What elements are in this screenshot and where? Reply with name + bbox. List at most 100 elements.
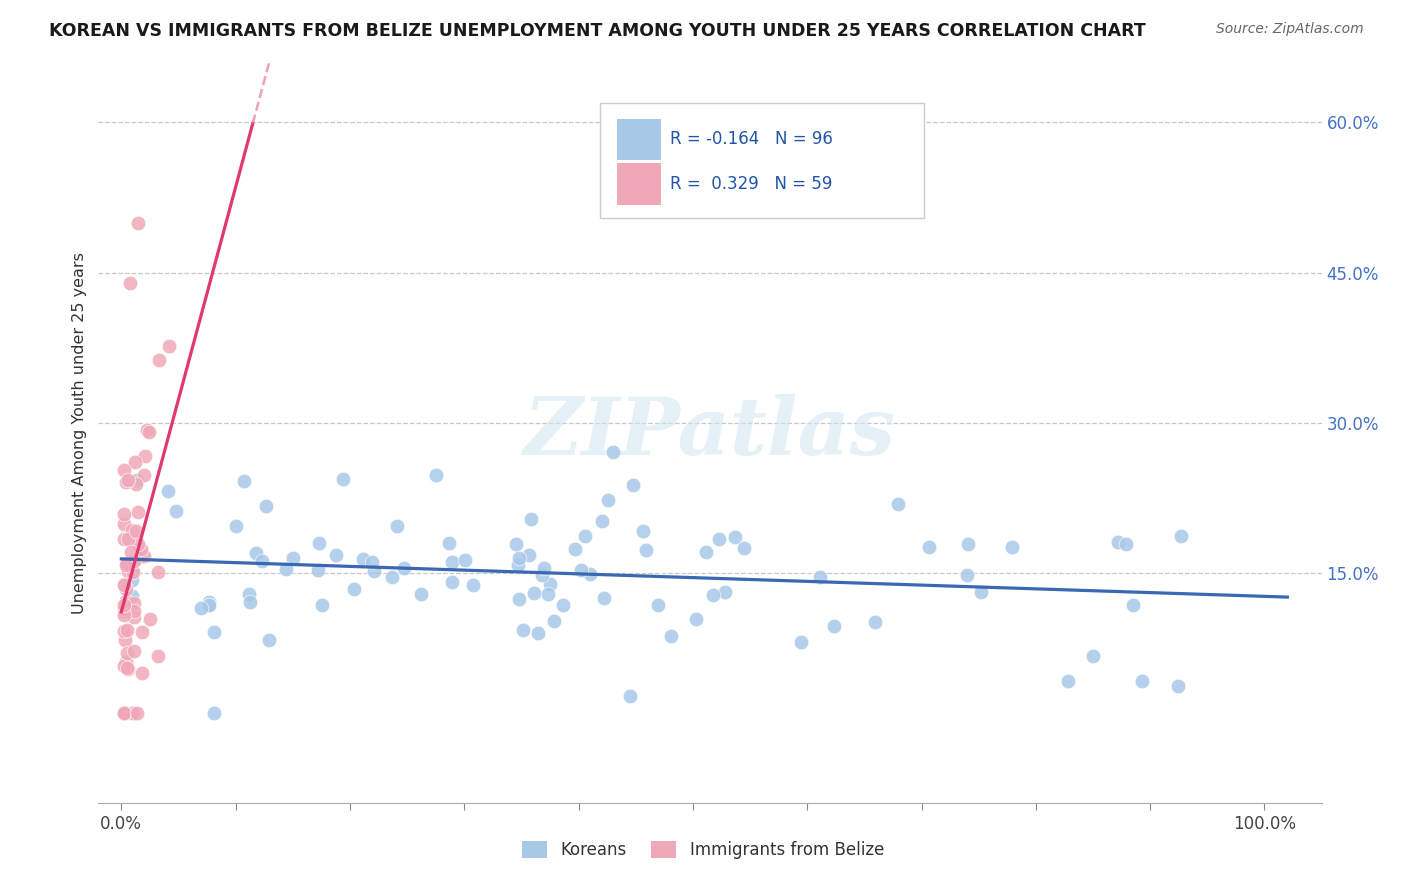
Point — [125, 524, 148, 538]
Point — [198, 599, 221, 613]
Point — [117, 473, 139, 487]
Point — [190, 600, 212, 615]
Point — [332, 472, 354, 486]
Point — [117, 564, 139, 578]
Point — [121, 523, 143, 537]
Point — [956, 568, 979, 582]
Point — [1081, 648, 1104, 663]
Point — [112, 706, 135, 720]
Point — [124, 610, 146, 624]
Point — [1056, 673, 1078, 688]
Point — [115, 594, 138, 608]
Point — [441, 575, 464, 590]
Point — [117, 556, 139, 570]
Point — [360, 555, 382, 569]
Point — [713, 584, 735, 599]
Point — [702, 588, 724, 602]
Point — [685, 612, 707, 626]
Point — [1167, 679, 1189, 693]
Point — [343, 582, 366, 596]
Point — [134, 549, 156, 563]
Point — [506, 558, 529, 573]
Point — [517, 548, 540, 562]
Point — [352, 552, 374, 566]
Point — [1115, 537, 1137, 551]
Point — [636, 542, 658, 557]
Point — [127, 706, 149, 720]
Point — [115, 558, 138, 573]
Point — [238, 587, 260, 601]
Point — [274, 562, 297, 576]
Point — [121, 574, 143, 588]
Point — [239, 595, 262, 609]
Point — [138, 612, 160, 626]
Point — [970, 585, 993, 599]
Point — [887, 497, 910, 511]
Point — [115, 623, 138, 637]
Point — [127, 215, 149, 229]
Point — [543, 614, 565, 628]
Point — [537, 587, 560, 601]
Point — [790, 634, 813, 648]
Point — [591, 514, 613, 528]
Point — [112, 624, 135, 638]
Point — [538, 577, 561, 591]
Point — [115, 582, 138, 597]
Point — [425, 468, 447, 483]
Point — [112, 706, 135, 720]
Point — [148, 352, 170, 367]
Point — [115, 661, 138, 675]
Point — [112, 577, 135, 591]
Point — [121, 706, 143, 720]
Point — [602, 445, 624, 459]
Point — [808, 570, 831, 584]
Point — [157, 339, 180, 353]
Point — [121, 589, 143, 603]
Point — [1130, 673, 1153, 688]
Point — [128, 550, 150, 565]
Point — [551, 598, 574, 612]
Point — [733, 541, 755, 555]
Point — [120, 545, 142, 559]
Point — [569, 563, 592, 577]
Point — [112, 607, 135, 622]
Point — [127, 537, 149, 551]
Point — [245, 546, 267, 560]
Point — [598, 493, 620, 508]
Point — [1170, 529, 1192, 543]
FancyBboxPatch shape — [617, 163, 661, 204]
Point — [112, 578, 135, 592]
Point — [146, 565, 169, 579]
Point — [823, 619, 845, 633]
Point — [120, 276, 142, 290]
Point — [198, 599, 221, 613]
Point — [122, 554, 145, 568]
Point — [505, 537, 527, 551]
Point — [724, 530, 747, 544]
Point — [122, 644, 145, 658]
Point — [533, 561, 555, 575]
Text: ZIPatlas: ZIPatlas — [524, 394, 896, 471]
Point — [198, 595, 221, 609]
Point — [709, 532, 731, 546]
Point — [512, 623, 534, 637]
Point — [131, 624, 153, 639]
Legend: Koreans, Immigrants from Belize: Koreans, Immigrants from Belize — [515, 834, 891, 866]
Point — [411, 587, 433, 601]
Point — [252, 554, 274, 568]
Point — [1001, 541, 1024, 555]
Point — [232, 474, 254, 488]
Point — [112, 517, 135, 532]
Point — [631, 524, 654, 538]
Point — [659, 629, 682, 643]
Point — [112, 604, 135, 618]
Text: R =  0.329   N = 59: R = 0.329 N = 59 — [669, 175, 832, 193]
Point — [112, 463, 135, 477]
Point — [461, 577, 484, 591]
Point — [647, 598, 669, 612]
Point — [112, 598, 135, 612]
Text: Source: ZipAtlas.com: Source: ZipAtlas.com — [1216, 22, 1364, 37]
Point — [117, 556, 139, 570]
Point — [578, 566, 600, 581]
Point — [202, 624, 225, 639]
